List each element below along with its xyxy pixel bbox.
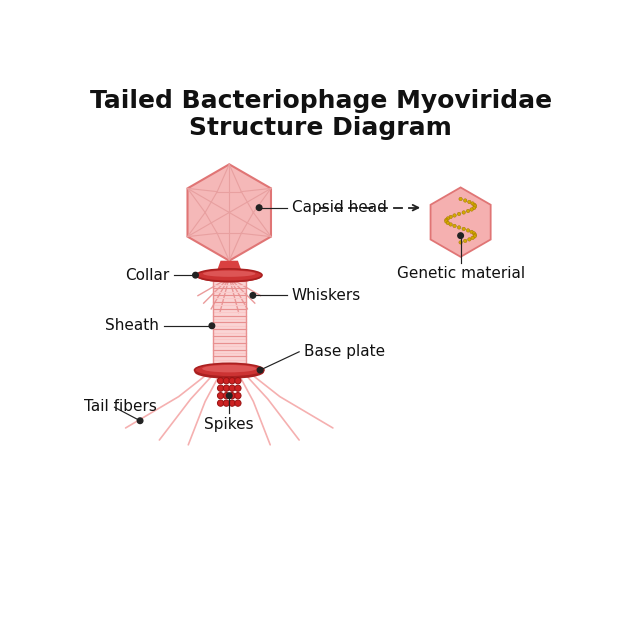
Text: Collar: Collar <box>125 268 169 283</box>
Circle shape <box>137 418 143 424</box>
Circle shape <box>223 377 230 384</box>
Circle shape <box>470 230 473 233</box>
Bar <box>213 282 245 370</box>
Circle shape <box>471 236 475 240</box>
Circle shape <box>223 393 230 399</box>
Circle shape <box>235 400 241 406</box>
Text: Base plate: Base plate <box>304 344 385 359</box>
Circle shape <box>193 272 198 278</box>
Circle shape <box>449 215 453 218</box>
Circle shape <box>466 228 470 232</box>
Circle shape <box>463 239 467 243</box>
Circle shape <box>473 235 476 238</box>
Circle shape <box>250 292 255 298</box>
Circle shape <box>468 238 471 241</box>
Circle shape <box>223 385 230 391</box>
Circle shape <box>453 213 456 217</box>
Ellipse shape <box>197 270 262 282</box>
Circle shape <box>217 393 223 399</box>
Circle shape <box>472 232 476 235</box>
Circle shape <box>473 203 476 207</box>
Circle shape <box>444 220 448 223</box>
Circle shape <box>229 393 235 399</box>
Circle shape <box>217 385 223 391</box>
Ellipse shape <box>197 269 262 282</box>
Ellipse shape <box>202 365 256 372</box>
Circle shape <box>444 218 448 222</box>
Ellipse shape <box>203 270 255 277</box>
Circle shape <box>217 377 223 384</box>
Circle shape <box>223 400 230 406</box>
Circle shape <box>446 221 449 225</box>
Circle shape <box>227 393 232 399</box>
Circle shape <box>471 202 475 205</box>
Circle shape <box>468 200 471 203</box>
Circle shape <box>229 385 235 391</box>
Circle shape <box>470 208 473 211</box>
Circle shape <box>209 323 215 329</box>
Circle shape <box>459 197 463 201</box>
Circle shape <box>256 205 262 210</box>
Circle shape <box>229 400 235 406</box>
Circle shape <box>449 223 453 226</box>
Circle shape <box>235 377 241 384</box>
Circle shape <box>217 400 223 406</box>
Circle shape <box>458 212 461 216</box>
Circle shape <box>473 205 477 208</box>
Circle shape <box>453 224 456 228</box>
Text: Capsid head: Capsid head <box>292 200 387 215</box>
Ellipse shape <box>195 366 264 379</box>
Circle shape <box>472 206 476 210</box>
Circle shape <box>459 240 463 244</box>
Circle shape <box>235 393 241 399</box>
Circle shape <box>458 226 461 229</box>
Circle shape <box>466 209 470 213</box>
Polygon shape <box>431 187 491 257</box>
Circle shape <box>446 217 449 220</box>
Text: Spikes: Spikes <box>205 418 254 433</box>
Circle shape <box>462 211 466 214</box>
Text: Genetic material: Genetic material <box>396 267 525 282</box>
Circle shape <box>463 199 467 202</box>
Ellipse shape <box>195 363 264 377</box>
Circle shape <box>473 233 477 237</box>
Circle shape <box>257 367 263 373</box>
Text: Tailed Bacteriophage Myoviridae
Structure Diagram: Tailed Bacteriophage Myoviridae Structur… <box>90 89 552 140</box>
Circle shape <box>235 385 241 391</box>
Text: Tail fibers: Tail fibers <box>84 399 156 414</box>
Circle shape <box>229 377 235 384</box>
Circle shape <box>458 233 463 239</box>
Text: Sheath: Sheath <box>105 318 160 333</box>
Polygon shape <box>216 260 243 274</box>
Text: Whiskers: Whiskers <box>292 288 361 303</box>
Polygon shape <box>188 164 271 260</box>
Circle shape <box>462 227 466 230</box>
